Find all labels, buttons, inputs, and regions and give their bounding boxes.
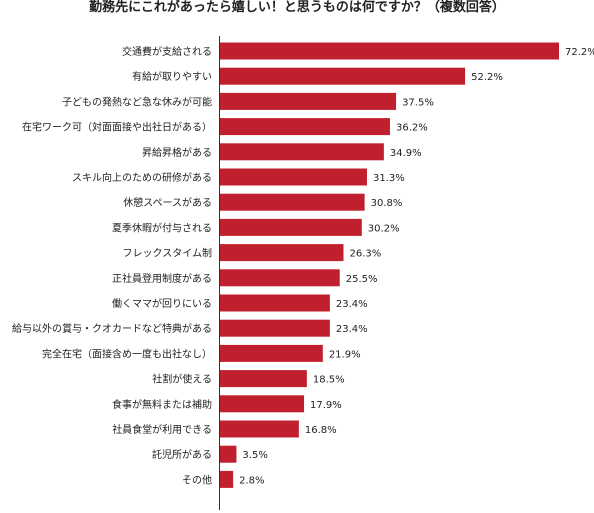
value-label: 18.5% [313, 375, 345, 386]
category-label: 正社員登用制度がある [112, 272, 212, 285]
value-label: 37.5% [402, 97, 434, 108]
bar [220, 92, 397, 110]
value-label: 21.9% [329, 349, 361, 360]
category-label: 在宅ワーク可（対面面接や出社日がある） [22, 121, 212, 134]
bar [220, 67, 466, 85]
value-label: 72.2% [565, 47, 594, 58]
bar [220, 118, 390, 136]
value-label: 2.8% [239, 475, 264, 486]
category-label: 夏季休暇が付与される [112, 221, 212, 234]
value-label: 23.4% [336, 324, 368, 335]
bar [220, 395, 305, 413]
category-label: スキル向上のための研修がある [72, 171, 212, 184]
value-label: 16.8% [305, 425, 337, 436]
bar [220, 269, 340, 287]
value-label: 36.2% [396, 123, 428, 134]
value-label: 23.4% [336, 299, 368, 310]
category-label: 社員食堂が利用できる [112, 423, 212, 436]
bar [220, 445, 237, 463]
category-label: フレックスタイム制 [123, 247, 213, 260]
value-labels-group: 72.2% 52.2% 37.5% 36.2% 34.9% 31.3% 30.8% 30.2%… [239, 47, 594, 486]
bar [220, 143, 384, 161]
bars-group [220, 42, 559, 488]
category-label: 働くママが回りにいる [112, 297, 212, 310]
chart-title: 勤務先にこれがあったら嬉しい！と思うものは何ですか？（複数回答） [89, 0, 505, 15]
value-label: 30.8% [371, 198, 403, 209]
category-label: 子どもの発熱など急な休みが可能 [62, 95, 212, 108]
category-label: 休憩スペースがある [123, 196, 212, 209]
bar [220, 319, 330, 337]
value-label: 17.9% [310, 400, 342, 411]
bar [220, 42, 559, 60]
value-label: 25.5% [346, 274, 378, 285]
value-label: 52.2% [471, 72, 503, 83]
category-label: 交通費が支給される [122, 45, 212, 58]
value-label: 26.3% [349, 249, 381, 260]
category-label: 社割が使える [152, 373, 212, 386]
category-label: 給与以外の賞与・クオカードなど特典がある [12, 322, 212, 335]
bar [220, 294, 330, 312]
category-label: 完全在宅（面接含め一度も出社なし） [42, 347, 212, 360]
category-labels-group: 交通費が支給される有給が取りやすい子どもの発熱など急な休みが可能在宅ワーク可（対… [12, 45, 212, 486]
category-label: 昇給昇格がある [142, 146, 212, 159]
category-label: 有給が取りやすい [132, 70, 212, 83]
bar [220, 168, 367, 186]
category-label: 食事が無料または補助 [112, 398, 212, 411]
bar [220, 470, 234, 488]
bar [220, 218, 362, 236]
bar [220, 420, 299, 438]
category-label: 託児所がある [152, 448, 212, 461]
category-label: その他 [182, 473, 212, 486]
bar [220, 193, 365, 211]
value-label: 34.9% [390, 148, 422, 159]
value-label: 3.5% [242, 450, 267, 461]
bar [220, 244, 344, 262]
bar [220, 370, 307, 388]
value-label: 30.2% [368, 223, 400, 234]
bar [220, 344, 323, 362]
value-label: 31.3% [373, 173, 405, 184]
